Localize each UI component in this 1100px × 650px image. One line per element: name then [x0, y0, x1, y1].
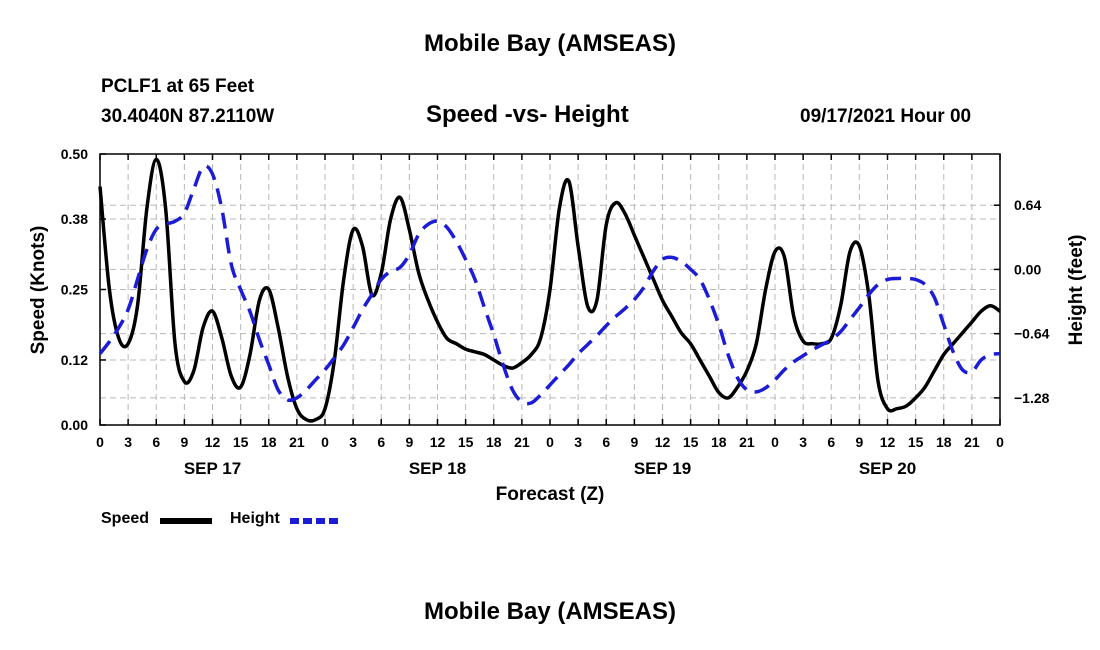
day-label: SEP 19	[634, 459, 691, 478]
x-tick-label: 6	[827, 434, 835, 450]
y-left-tick-label: 0.00	[61, 417, 88, 433]
legend-height-swatch	[290, 518, 342, 524]
chart-subtitle: Speed -vs- Height	[426, 101, 629, 128]
day-label: SEP 20	[859, 459, 916, 478]
x-tick-label: 12	[880, 434, 896, 450]
x-tick-label: 12	[430, 434, 446, 450]
x-tick-label: 6	[377, 434, 385, 450]
x-tick-label: 18	[711, 434, 727, 450]
legend-speed-label: Speed	[101, 510, 150, 527]
x-tick-label: 3	[799, 434, 807, 450]
x-tick-label: 18	[936, 434, 952, 450]
x-tick-label: 21	[514, 434, 530, 450]
x-tick-label: 12	[655, 434, 671, 450]
series-line-height	[98, 164, 1001, 406]
x-tick-label: 9	[855, 434, 863, 450]
y-right-tick-label: −0.64	[1014, 326, 1050, 342]
x-tick-label: 6	[152, 434, 160, 450]
legend-height-label: Height	[230, 510, 280, 527]
day-label: SEP 17	[184, 459, 241, 478]
x-tick-label: 0	[996, 434, 1004, 450]
x-tick-label: 0	[546, 434, 554, 450]
station-label: PCLF1 at 65 Feet	[101, 76, 255, 97]
x-tick-label: 21	[739, 434, 755, 450]
x-tick-label: 15	[233, 434, 249, 450]
x-tick-label: 6	[602, 434, 610, 450]
legend-speed-swatch	[160, 518, 212, 524]
x-tick-label: 0	[321, 434, 329, 450]
y-left-tick-label: 0.50	[61, 146, 88, 162]
x-tick-label: 3	[574, 434, 582, 450]
x-tick-label: 21	[289, 434, 305, 450]
y-right-tick-label: −1.28	[1014, 390, 1050, 406]
x-tick-label: 15	[458, 434, 474, 450]
x-tick-label: 18	[261, 434, 277, 450]
x-tick-label: 9	[630, 434, 638, 450]
x-tick-label: 9	[405, 434, 413, 450]
y-left-tick-label: 0.25	[61, 282, 88, 298]
y-right-tick-label: 0.00	[1014, 261, 1041, 277]
y-left-axis-title: Speed (Knots)	[28, 226, 49, 355]
y-left-tick-label: 0.38	[61, 211, 88, 227]
chart-title: Mobile Bay (AMSEAS)	[423, 30, 677, 57]
x-tick-label: 3	[124, 434, 132, 450]
plot-frame	[99, 153, 1001, 426]
x-tick-label: 9	[180, 434, 188, 450]
x-tick-label: 15	[908, 434, 924, 450]
x-tick-label: 18	[486, 434, 502, 450]
footer-title: Mobile Bay (AMSEAS)	[423, 598, 677, 625]
y-right-tick-label: 0.64	[1014, 197, 1041, 213]
x-tick-label: 3	[349, 434, 357, 450]
x-tick-label: 15	[683, 434, 699, 450]
y-right-axis-title: Height (feet)	[1066, 235, 1087, 346]
forecast-datetime: 09/17/2021 Hour 00	[800, 106, 972, 127]
day-label: SEP 18	[409, 459, 466, 478]
series-line-speed	[98, 157, 1001, 423]
x-tick-label: 21	[964, 434, 980, 450]
station-coordinates: 30.4040N 87.2110W	[101, 106, 275, 127]
x-tick-label: 12	[205, 434, 221, 450]
x-axis-title: Forecast (Z)	[496, 484, 605, 505]
y-left-tick-label: 0.12	[61, 352, 88, 368]
x-tick-label: 0	[771, 434, 779, 450]
x-tick-label: 0	[96, 434, 104, 450]
